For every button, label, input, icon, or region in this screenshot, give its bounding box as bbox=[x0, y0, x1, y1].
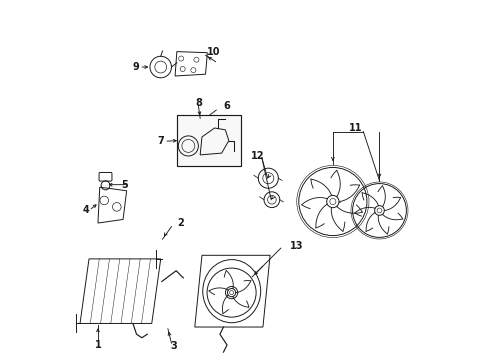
Text: 9: 9 bbox=[132, 62, 139, 72]
Text: 11: 11 bbox=[349, 123, 363, 133]
Text: 6: 6 bbox=[223, 102, 230, 112]
Text: 1: 1 bbox=[95, 340, 101, 350]
Text: 3: 3 bbox=[170, 341, 177, 351]
Text: 7: 7 bbox=[158, 136, 164, 146]
Bar bbox=[177, 116, 242, 166]
Text: 5: 5 bbox=[122, 180, 128, 190]
Text: 10: 10 bbox=[207, 46, 221, 57]
Text: 12: 12 bbox=[251, 150, 264, 161]
Text: 13: 13 bbox=[290, 241, 303, 251]
Text: 4: 4 bbox=[82, 206, 89, 216]
Text: 2: 2 bbox=[177, 218, 184, 228]
Text: 8: 8 bbox=[195, 98, 202, 108]
